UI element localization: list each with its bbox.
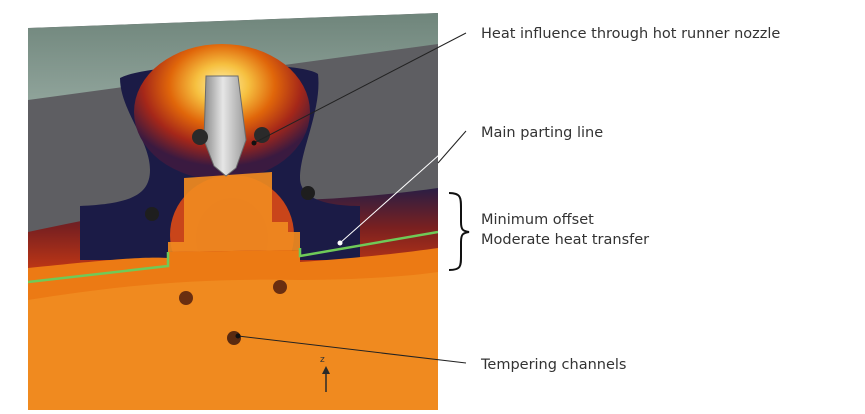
tempering-channel-hole bbox=[301, 186, 315, 200]
molded-part bbox=[168, 172, 300, 252]
hot-runner-nozzle bbox=[203, 75, 247, 177]
z-axis-arrowhead bbox=[322, 366, 330, 374]
label-parting-line: Main parting line bbox=[481, 125, 603, 141]
leader-lines bbox=[235, 32, 467, 364]
label-moderate-heat: Moderate heat transfer bbox=[481, 232, 649, 248]
parting-line-left bbox=[28, 252, 170, 284]
z-axis-label: z bbox=[320, 355, 325, 365]
leader-dot-tempering bbox=[235, 333, 241, 339]
leader-tempering bbox=[237, 335, 467, 364]
mold-cross-section: z bbox=[28, 13, 438, 410]
tempering-channel-hole bbox=[254, 127, 270, 143]
leader-dot-parting-line bbox=[337, 240, 343, 246]
leader-hot-runner bbox=[253, 32, 467, 144]
tempering-channel-hole bbox=[192, 129, 208, 145]
offset-brace bbox=[448, 192, 470, 271]
tempering-channel-hole bbox=[179, 291, 193, 305]
leader-parting-line-inner bbox=[339, 130, 467, 244]
tempering-channel-hole bbox=[273, 280, 287, 294]
leader-dot-hot-runner bbox=[251, 140, 257, 146]
tempering-channel-hole bbox=[145, 207, 159, 221]
label-tempering-channels: Tempering channels bbox=[480, 357, 627, 373]
label-hot-runner: Heat influence through hot runner nozzle bbox=[481, 26, 780, 42]
parting-line-right bbox=[298, 230, 438, 258]
leader-parting-line-outer bbox=[437, 130, 467, 164]
label-minimum-offset: Minimum offset bbox=[481, 212, 594, 228]
